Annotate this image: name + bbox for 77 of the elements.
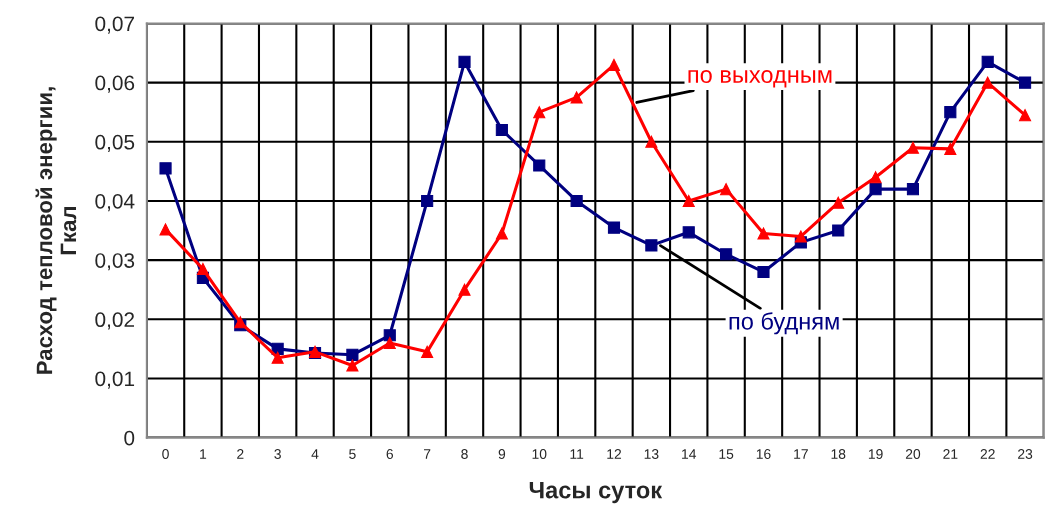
point <box>159 162 172 175</box>
x-tick-label: 2 <box>237 449 244 459</box>
point <box>794 230 807 243</box>
point <box>346 359 359 372</box>
y-axis-title: Расход тепловой энергии, Гкал <box>35 87 77 374</box>
x-axis-title: Часы суток <box>529 482 663 504</box>
point <box>271 351 284 364</box>
point <box>944 106 957 119</box>
y-tick-label: 0,07 <box>95 16 135 34</box>
x-tick-label: 18 <box>831 449 846 459</box>
point <box>346 348 359 361</box>
point <box>906 141 920 154</box>
point <box>645 239 658 252</box>
y-tick-label: 0 <box>124 430 135 446</box>
point <box>981 76 994 89</box>
x-tick-label: 6 <box>386 449 394 459</box>
y-tick-label: 0,05 <box>95 134 135 152</box>
x-tick-label: 13 <box>644 449 659 459</box>
x-tick-label: 21 <box>943 449 958 459</box>
point <box>944 142 957 155</box>
point <box>570 194 583 208</box>
point <box>495 227 508 240</box>
point <box>682 226 695 239</box>
point <box>981 55 994 68</box>
y-tick-label: 0,04 <box>95 193 135 212</box>
point <box>645 135 658 148</box>
point <box>607 221 621 234</box>
x-tick-label: 15 <box>719 449 734 459</box>
point <box>196 262 209 276</box>
y-tick-label: 0,06 <box>95 75 135 93</box>
point <box>458 283 471 296</box>
point <box>495 123 508 137</box>
x-tick-label: 16 <box>756 449 771 459</box>
x-tick-label: 23 <box>1018 449 1033 459</box>
x-tick-label: 7 <box>423 449 431 459</box>
point <box>757 227 770 240</box>
point <box>720 248 733 261</box>
text: по выходным <box>688 70 832 88</box>
point <box>383 336 396 350</box>
point <box>533 106 546 119</box>
point <box>832 196 845 209</box>
point <box>869 171 882 184</box>
x-tick-label: 3 <box>274 449 281 459</box>
point <box>720 183 733 196</box>
y-tick-label: 0,01 <box>95 371 135 389</box>
x-tick-label: 22 <box>980 449 995 459</box>
x-tick-label: 8 <box>461 449 468 459</box>
x-tick-label: 20 <box>905 449 921 459</box>
x-tick-label: 11 <box>570 449 584 459</box>
point <box>159 223 172 236</box>
x-tick-label: 12 <box>607 449 622 459</box>
point <box>533 159 546 172</box>
point <box>682 194 695 208</box>
x-tick-label: 19 <box>868 449 883 459</box>
x-tick-label: 17 <box>794 449 808 459</box>
x-tick-label: 9 <box>498 449 506 459</box>
point <box>421 345 434 358</box>
point <box>607 58 621 71</box>
point <box>906 183 920 196</box>
x-tick-label: 1 <box>200 449 207 459</box>
point <box>1018 76 1032 89</box>
y-tick-label: 0,02 <box>95 312 135 330</box>
x-tick-label: 14 <box>682 449 697 459</box>
point <box>757 265 770 279</box>
point <box>869 183 882 196</box>
point <box>458 55 471 68</box>
point <box>832 224 845 237</box>
x-tick-label: 5 <box>349 449 356 459</box>
point <box>421 194 434 208</box>
x-tick-label: 4 <box>311 449 319 459</box>
series-label: по будням <box>729 312 839 335</box>
point <box>1018 109 1032 122</box>
point <box>383 329 396 342</box>
y-tick-label: 0,03 <box>95 253 135 271</box>
x-tick-label: 10 <box>532 449 547 459</box>
x-tick-label: 0 <box>162 449 169 459</box>
point <box>570 91 583 104</box>
